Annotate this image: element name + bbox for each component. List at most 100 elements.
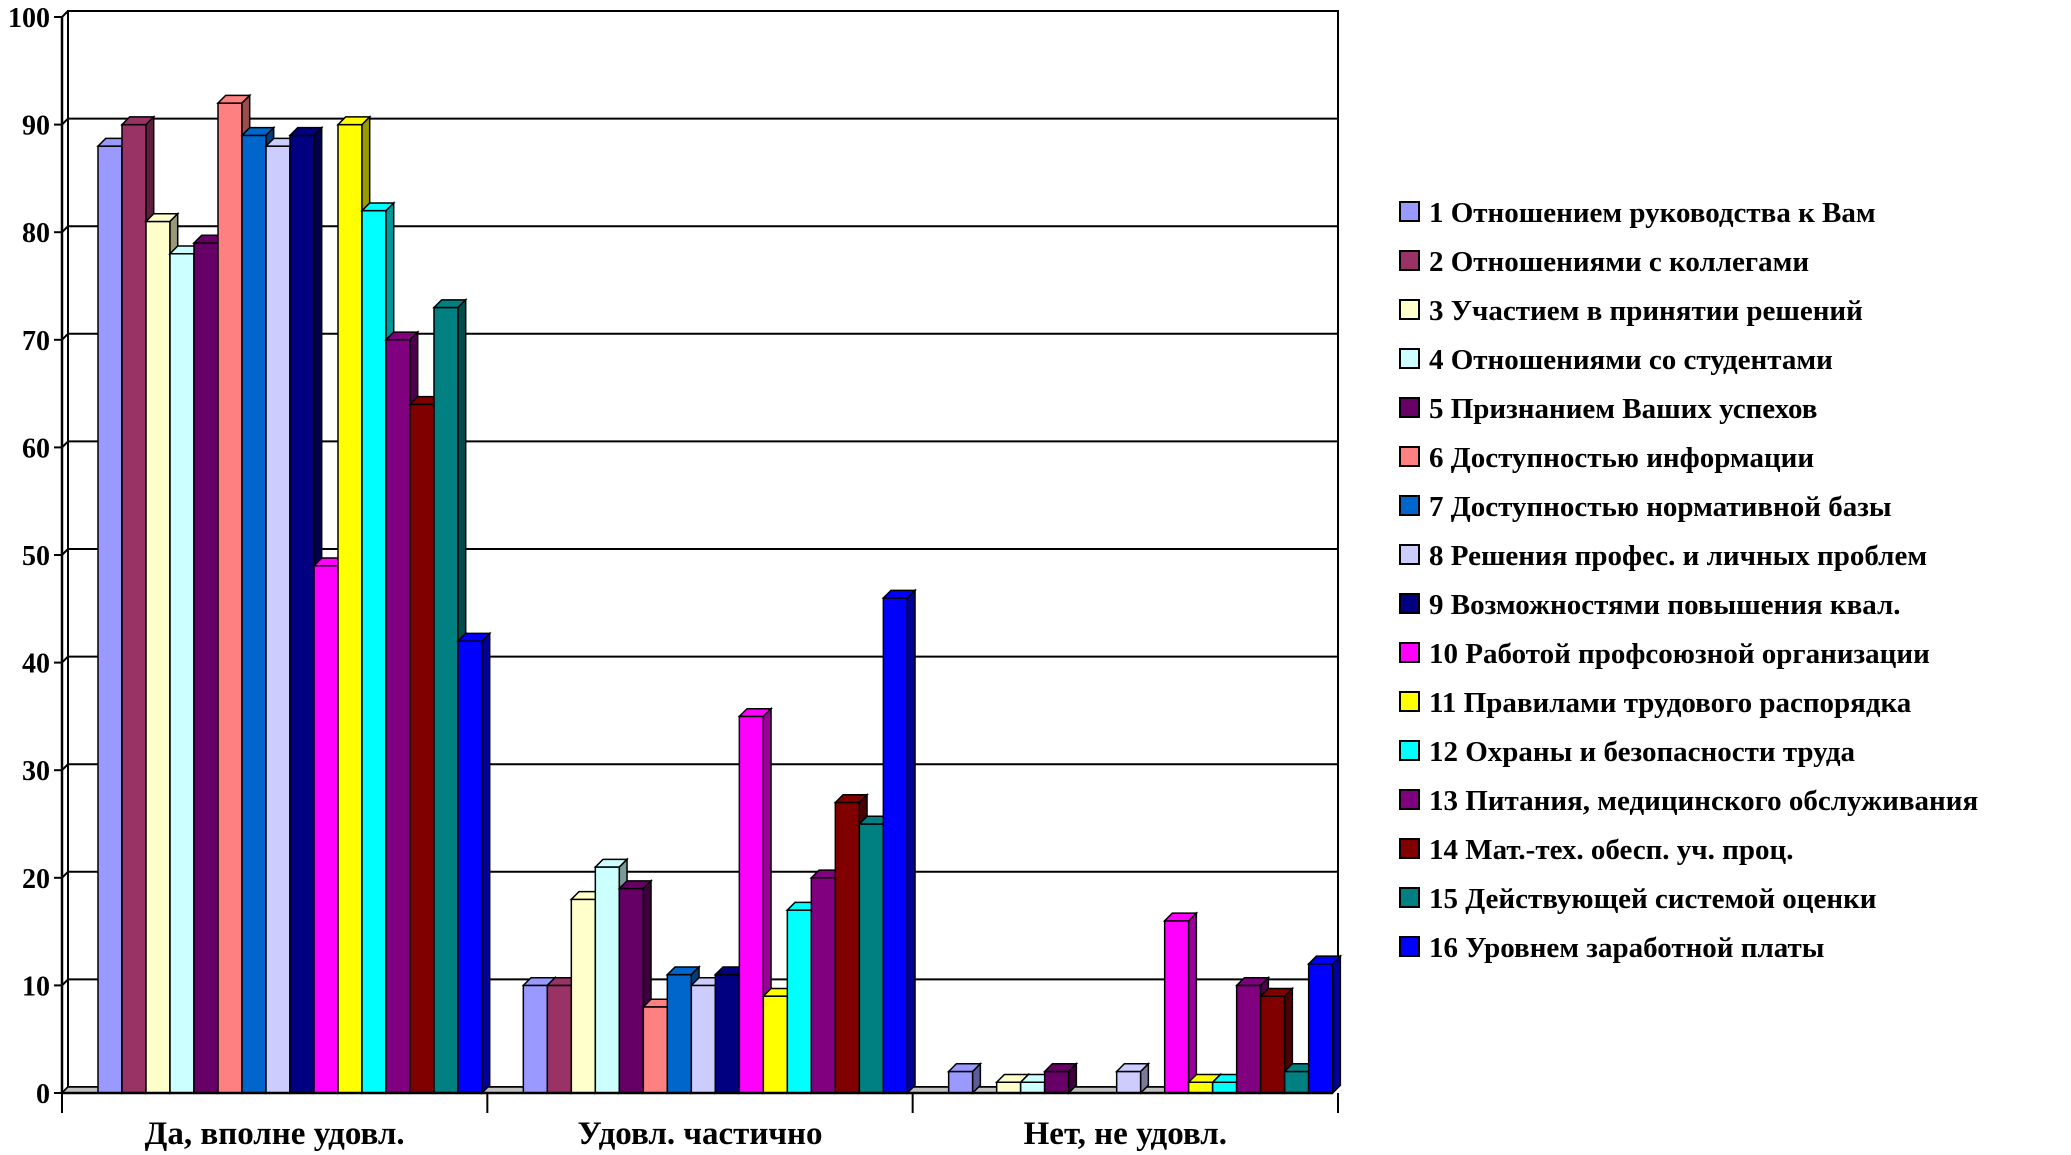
bars xyxy=(96,93,1343,1095)
legend-swatch xyxy=(1399,495,1420,516)
bar-front xyxy=(1019,1081,1046,1094)
gridline-connector xyxy=(61,10,69,18)
bar-front xyxy=(618,887,645,1094)
bar-front xyxy=(1043,1070,1070,1094)
legend-label: 9 Возможностями повышения квал. xyxy=(1429,589,1901,621)
legend-item: 2 Отношениями с коллегами xyxy=(1399,246,1809,278)
legend-label: 7 Доступностью нормативной базы xyxy=(1429,491,1892,523)
bar-front xyxy=(666,973,693,1094)
bar-front xyxy=(882,597,909,1094)
bar-side xyxy=(971,1061,982,1095)
legend-label: 6 Доступностью информации xyxy=(1429,442,1814,474)
bar-side xyxy=(481,631,491,1095)
y-tick-label: 40 xyxy=(22,649,50,680)
bar-front xyxy=(145,220,171,1094)
category-label: Нет, не удовл. xyxy=(1024,1116,1227,1152)
bar xyxy=(1234,975,1271,1095)
legend-item: 4 Отношениями со студентами xyxy=(1399,344,1833,376)
legend-swatch xyxy=(1399,446,1420,467)
legend-item: 1 Отношением руководства к Вам xyxy=(1399,197,1876,229)
y-tick-label: 100 xyxy=(8,3,50,34)
bar-front xyxy=(361,209,387,1094)
bar-front xyxy=(265,145,291,1094)
legend: 1 Отношением руководства к Вам 2 Отношени… xyxy=(1399,197,1978,964)
legend-item: 11 Правилами трудового распорядка xyxy=(1399,687,1912,719)
legend-swatch xyxy=(1399,299,1420,320)
bar-front xyxy=(241,134,267,1094)
bar-front xyxy=(786,909,813,1094)
legend-label: 10 Работой профсоюзной организации xyxy=(1429,638,1930,670)
bar-front xyxy=(1163,920,1190,1094)
bar xyxy=(946,1061,983,1095)
category-label: Да, вполне удовл. xyxy=(145,1116,405,1152)
bar xyxy=(456,631,492,1095)
legend-swatch xyxy=(1399,936,1420,957)
bar-side xyxy=(1331,954,1342,1095)
bar-front xyxy=(1307,963,1334,1094)
bar-front xyxy=(409,403,435,1094)
bar-front xyxy=(995,1081,1022,1094)
legend-item: 10 Работой профсоюзной организации xyxy=(1399,638,1930,670)
bar-front xyxy=(546,984,573,1094)
legend-label: 3 Участием в принятии решений xyxy=(1429,295,1863,327)
bar xyxy=(881,588,917,1095)
legend-item: 8 Решения профес. и личных проблем xyxy=(1399,540,1927,572)
bar xyxy=(1306,954,1343,1095)
bar-front xyxy=(762,995,789,1094)
y-tick-labels: 0 10 20 30 40 50 60 70 80 90 100 xyxy=(8,3,50,1110)
legend-label: 1 Отношением руководства к Вам xyxy=(1429,197,1876,229)
y-tick-label: 20 xyxy=(22,864,50,895)
bar-front xyxy=(313,565,339,1094)
legend-item: 7 Доступностью нормативной базы xyxy=(1399,491,1892,523)
legend-swatch xyxy=(1399,201,1420,222)
bar-front xyxy=(834,801,861,1094)
bar-front xyxy=(457,640,483,1094)
legend-item: 14 Мат.-тех. обесп. уч. проц. xyxy=(1399,834,1793,866)
bar-front xyxy=(97,145,123,1094)
legend-label: 16 Уровнем заработной платы xyxy=(1429,932,1824,964)
legend-swatch xyxy=(1399,789,1420,810)
legend-swatch xyxy=(1399,838,1420,859)
legend-item: 12 Охраны и безопасности труда xyxy=(1399,736,1856,768)
bar-front xyxy=(522,984,549,1094)
legend-label: 2 Отношениями с коллегами xyxy=(1429,246,1809,278)
bar-front xyxy=(1187,1081,1214,1094)
bar-front xyxy=(1283,1070,1310,1094)
legend-swatch xyxy=(1399,642,1420,663)
bar xyxy=(1114,1061,1151,1095)
legend-item: 6 Доступностью информации xyxy=(1399,442,1814,474)
bar xyxy=(1162,911,1199,1095)
legend-item: 9 Возможностями повышения квал. xyxy=(1399,589,1901,621)
legend-label: 12 Охраны и безопасности труда xyxy=(1429,736,1856,768)
y-tick-label: 10 xyxy=(22,971,50,1002)
legend-swatch xyxy=(1399,691,1420,712)
legend-swatch xyxy=(1399,593,1420,614)
y-tick-label: 80 xyxy=(22,218,50,249)
bar-front xyxy=(289,134,315,1094)
bar-side xyxy=(906,588,916,1095)
bar-front xyxy=(1211,1081,1238,1094)
bar-front xyxy=(858,823,885,1094)
bar-front xyxy=(1115,1070,1142,1094)
bar-front xyxy=(570,898,597,1094)
legend-swatch xyxy=(1399,740,1420,761)
y-tick-label: 90 xyxy=(22,111,50,142)
legend-label: 8 Решения профес. и личных проблем xyxy=(1429,540,1927,572)
bar-side xyxy=(1187,911,1198,1095)
bar-side xyxy=(1139,1061,1150,1095)
bar-front xyxy=(714,973,741,1094)
y-tick-label: 70 xyxy=(22,326,50,357)
bar-front xyxy=(193,242,219,1094)
legend-swatch xyxy=(1399,348,1420,369)
bar-front xyxy=(385,339,411,1094)
axes xyxy=(54,16,1339,1113)
legend-item: 16 Уровнем заработной платы xyxy=(1399,932,1824,964)
bar-front xyxy=(738,715,765,1094)
legend-item: 3 Участием в принятии решений xyxy=(1399,295,1863,327)
bar-front xyxy=(594,866,621,1094)
bar-front xyxy=(217,102,243,1094)
legend-label: 5 Признанием Ваших успехов xyxy=(1429,393,1817,425)
bar-front xyxy=(1259,995,1286,1094)
bar-front xyxy=(121,123,147,1094)
